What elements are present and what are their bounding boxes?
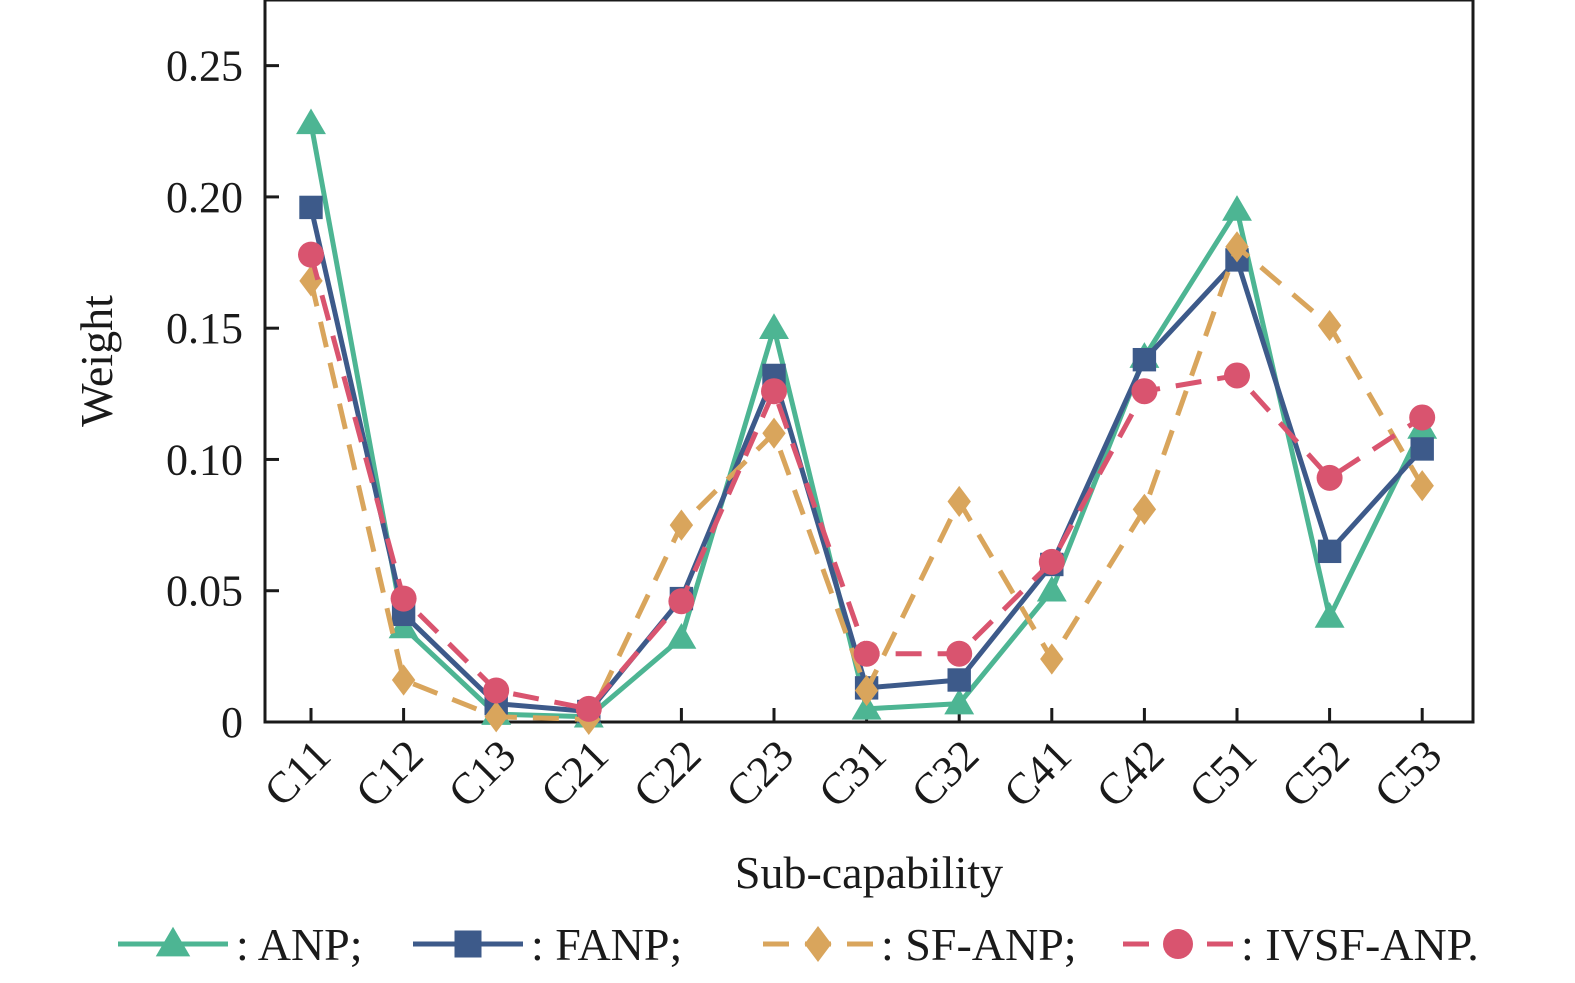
legend-item-anp: : ANP; <box>118 919 363 970</box>
x-tick-label: C11 <box>255 730 340 815</box>
data-point-ivsf-anp <box>575 695 602 722</box>
data-point-ivsf-anp <box>483 677 510 704</box>
data-point-ivsf-anp <box>1224 362 1250 389</box>
y-tick-label: 0.20 <box>166 173 243 222</box>
legend-label: : FANP; <box>531 919 682 970</box>
data-point-anp <box>666 623 697 649</box>
data-point-ivsf-anp <box>761 378 787 405</box>
data-point-anp <box>296 108 326 135</box>
data-point-sf-anp <box>1132 493 1157 525</box>
x-tick-label: C23 <box>717 730 804 817</box>
legend-item-sf-anp: : SF-ANP; <box>763 919 1077 970</box>
x-tick-label: C42 <box>1087 730 1174 817</box>
legend-marker <box>804 926 832 962</box>
x-tick-label: C52 <box>1272 730 1359 817</box>
series-anp <box>296 108 1438 728</box>
x-tick-label: C22 <box>624 730 711 817</box>
data-point-fanp <box>299 195 323 220</box>
x-axis: C11 C12 C13 C21 C22 C23 C31 C32 C41 C42 C51 C52 C53 <box>255 708 1452 817</box>
legend-item-fanp: : FANP; <box>413 919 682 970</box>
y-tick-label: 0 <box>221 698 243 747</box>
data-point-ivsf-anp <box>1409 404 1436 431</box>
data-point-ivsf-anp <box>853 640 880 667</box>
data-point-ivsf-anp <box>1131 378 1158 405</box>
y-axis-title: Weight <box>71 295 122 427</box>
series-line-anp <box>308 122 1425 720</box>
data-point-fanp <box>1132 347 1157 372</box>
y-tick-label: 0.25 <box>166 42 243 91</box>
data-point-anp <box>944 688 975 715</box>
data-point-sf-anp <box>1225 231 1249 263</box>
data-point-sf-anp <box>1317 309 1342 342</box>
data-point-fanp <box>1410 437 1434 461</box>
legend-label: : ANP; <box>236 919 363 970</box>
data-point-sf-anp <box>854 674 879 707</box>
x-tick-label: C31 <box>809 730 896 817</box>
x-tick-label: C13 <box>439 730 526 817</box>
data-point-anp <box>1314 602 1345 628</box>
data-point-anp <box>851 693 882 720</box>
data-point-fanp <box>1317 539 1342 564</box>
legend-marker <box>155 926 191 957</box>
plot-frame <box>263 0 1475 724</box>
data-point-ivsf-anp <box>946 640 973 667</box>
x-axis-title: Sub-capability <box>735 847 1003 898</box>
data-point-ivsf-anp <box>1316 464 1343 491</box>
legend-label: : IVSF-ANP. <box>1241 919 1479 970</box>
legend-marker <box>454 930 482 958</box>
data-point-anp <box>1036 575 1067 602</box>
data-point-sf-anp <box>1410 470 1434 502</box>
data-point-fanp <box>947 668 971 692</box>
data-point-ivsf-anp <box>298 241 324 268</box>
data-point-sf-anp <box>669 509 694 541</box>
data-point-anp <box>1222 195 1252 221</box>
y-tick-label: 0.10 <box>166 435 243 484</box>
x-tick-label: C32 <box>902 730 989 817</box>
legend: : ANP; : FANP; : SF-ANP; : IVSF-ANP. <box>118 919 1479 970</box>
x-tick-label: C53 <box>1365 730 1452 817</box>
y-axis: 0 0.05 0.10 0.15 0.20 0.25 <box>166 42 279 747</box>
y-tick-label: 0.15 <box>166 304 243 353</box>
x-tick-label: C41 <box>994 730 1081 817</box>
x-tick-label: C51 <box>1180 730 1267 817</box>
x-tick-label: C12 <box>346 730 433 817</box>
data-point-anp <box>759 313 789 339</box>
series-sf-anp <box>299 231 1434 735</box>
series-layer <box>296 108 1438 735</box>
legend-marker <box>1163 929 1193 959</box>
data-point-sf-anp <box>1040 643 1064 675</box>
data-point-sf-anp <box>762 417 786 449</box>
data-point-ivsf-anp <box>668 588 695 615</box>
data-point-ivsf-anp <box>390 585 417 612</box>
y-tick-label: 0.05 <box>166 567 243 616</box>
legend-label: : SF-ANP; <box>881 919 1077 970</box>
data-point-ivsf-anp <box>1038 548 1065 575</box>
series-ivsf-anp <box>298 241 1436 722</box>
data-point-sf-anp <box>391 664 416 696</box>
data-point-sf-anp <box>299 265 323 297</box>
legend-item-ivsf-anp: : IVSF-ANP. <box>1123 919 1479 970</box>
x-tick-label: C21 <box>531 730 618 817</box>
data-point-sf-anp <box>947 485 971 518</box>
data-point-sf-anp <box>484 701 508 733</box>
